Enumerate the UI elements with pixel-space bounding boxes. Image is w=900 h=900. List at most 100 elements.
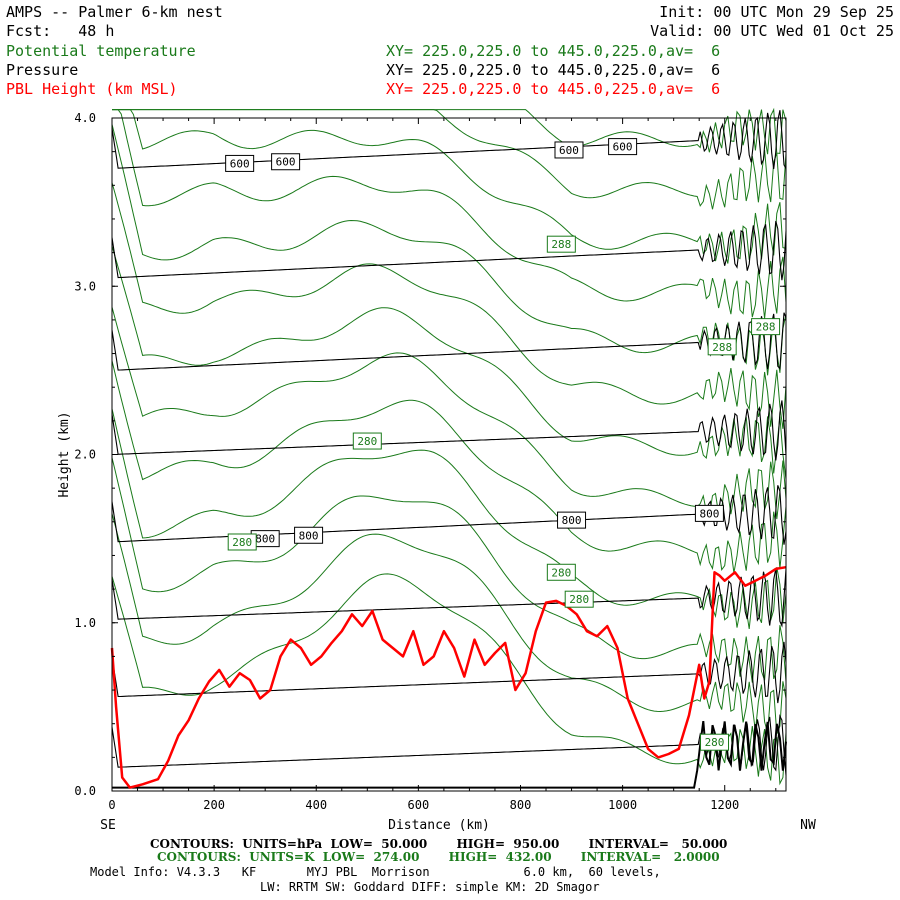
theta-label-text: 280: [705, 736, 725, 749]
pressure-contour-line: [111, 713, 787, 776]
pressure-label: 800: [694, 504, 724, 522]
field-pressure-name: Pressure: [6, 61, 79, 79]
plot-title: AMPS -- Palmer 6-km nest: [6, 3, 223, 21]
y-tick-label: 4.0: [74, 111, 96, 125]
theta-contour-line: [111, 182, 787, 429]
theta-label: 280: [546, 563, 576, 581]
pressure-contour-line: [111, 220, 787, 281]
x-tick-label: 0: [108, 798, 115, 812]
pressure-contours: [111, 110, 787, 789]
y-tick-label: 0.0: [74, 784, 96, 798]
pressure-label: 800: [557, 511, 587, 529]
x-tick-label: 800: [510, 798, 532, 812]
theta-label: 288: [546, 235, 576, 253]
pressure-label-box: [271, 153, 301, 171]
pressure-label-box: [225, 154, 255, 172]
pressure-label: 800: [294, 526, 324, 544]
pressure-contour-line: [111, 400, 787, 461]
pressure-label: 600: [608, 138, 638, 156]
theta-label-text: 288: [712, 341, 732, 354]
theta-label-box: [546, 563, 576, 581]
theta-contour-line: [112, 109, 787, 319]
pressure-label: 600: [271, 153, 301, 171]
pressure-contour-line: [111, 312, 787, 371]
theta-contour-line: [112, 109, 787, 264]
theta-label-box: [707, 338, 737, 356]
theta-label: 280: [227, 533, 257, 551]
theta-label-text: 280: [357, 435, 377, 448]
theta-label-box: [564, 590, 594, 608]
x-axis-start-label: SE: [100, 818, 116, 833]
axes: 0 200 400 600 800 1000 1200 0.0 1.0 2.0 3.0 4.0 Dist…: [57, 111, 816, 833]
theta-contour-line: [111, 457, 787, 683]
pressure-label-box: [694, 504, 724, 522]
footer-theta-contours: CONTOURS: UNITS=K LOW= 274.00 HIGH= 432.…: [157, 850, 720, 864]
theta-label-box: [700, 733, 730, 751]
theta-contour-line: [111, 245, 787, 480]
theta-contour-line: [112, 109, 787, 210]
footer-pressure-contours: CONTOURS: UNITS=hPa LOW= 50.000 HIGH= 95…: [150, 837, 728, 851]
x-tick-label: 600: [408, 798, 430, 812]
theta-label-box: [546, 235, 576, 253]
pressure-label: 600: [225, 154, 255, 172]
x-tick-label: 400: [305, 798, 327, 812]
theta-label-box: [227, 533, 257, 551]
theta-contour-line: [111, 360, 787, 573]
theta-label-text: 288: [756, 321, 776, 334]
theta-contour-line: [112, 107, 787, 155]
pressure-contour-line: [111, 485, 787, 545]
plot-frame: [111, 117, 787, 792]
y-axis-label: Height (km): [57, 411, 72, 497]
pressure-label-text: 800: [562, 514, 582, 527]
pressure-label-text: 600: [230, 157, 250, 170]
valid-time: Valid: 00 UTC Wed 01 Oct 25: [650, 22, 894, 40]
field-pressure-xy: XY= 225.0,225.0 to 445.0,225.0,av= 6: [386, 61, 721, 79]
field-theta-name: Potential temperature: [6, 42, 196, 60]
footer-physics-info: LW: RRTM SW: Goddard DIFF: simple KM: 2D…: [260, 880, 600, 894]
pressure-label-box: [554, 141, 584, 159]
theta-label: 280: [564, 590, 594, 608]
theta-label: 280: [700, 733, 730, 751]
y-tick-label: 1.0: [74, 616, 96, 630]
theta-contours: [111, 107, 787, 786]
field-pbl-xy: XY= 225.0,225.0 to 445.0,225.0,av= 6: [386, 80, 721, 98]
theta-contour-line: [111, 408, 787, 629]
pressure-contour-line: [111, 110, 787, 169]
field-pbl-name: PBL Height (km MSL): [6, 80, 178, 98]
theta-contour-line: [111, 124, 787, 376]
y-tick-label: 2.0: [74, 448, 96, 462]
init-time: Init: 00 UTC Mon 29 Sep 25: [659, 3, 894, 21]
pressure-label-box: [557, 511, 587, 529]
x-axis-label: Distance (km): [388, 818, 490, 833]
theta-label-box: [751, 318, 781, 336]
pbl-height-line: [110, 565, 787, 789]
pressure-label-box: [294, 526, 324, 544]
x-tick-label: 1200: [710, 798, 739, 812]
x-tick-label: 1000: [608, 798, 637, 812]
pressure-label: 600: [554, 141, 584, 159]
x-axis-end-label: NW: [800, 818, 816, 833]
pressure-label-text: 600: [276, 156, 296, 169]
pressure-label-text: 800: [255, 533, 275, 546]
theta-label: 288: [751, 318, 781, 336]
theta-contour-line: [111, 513, 787, 735]
pbl-height-series: [110, 565, 787, 789]
theta-label: 280: [352, 432, 382, 450]
field-theta-xy: XY= 225.0,225.0 to 445.0,225.0,av= 6: [386, 42, 721, 60]
theta-label-text: 288: [551, 238, 571, 251]
theta-label-box: [352, 432, 382, 450]
theta-contour-line: [111, 306, 787, 520]
pressure-label-text: 800: [699, 507, 719, 520]
pressure-label-text: 600: [559, 144, 579, 157]
pressure-contour-line: [111, 641, 787, 704]
pressure-contour-line: [111, 568, 787, 628]
terrain-line: [112, 720, 787, 789]
contour-labels: 600 600 600 600 800 800 800 800 288 288 288 280 280 2…: [225, 138, 781, 751]
y-tick-label: 3.0: [74, 279, 96, 293]
footer-model-info: Model Info: V4.3.3 KF MYJ PBL Morrison 6…: [90, 865, 661, 879]
pressure-label-text: 600: [613, 141, 633, 154]
pressure-label-text: 800: [299, 529, 319, 542]
pressure-label-box: [608, 138, 638, 156]
forecast-hour: Fcst: 48 h: [6, 22, 115, 40]
